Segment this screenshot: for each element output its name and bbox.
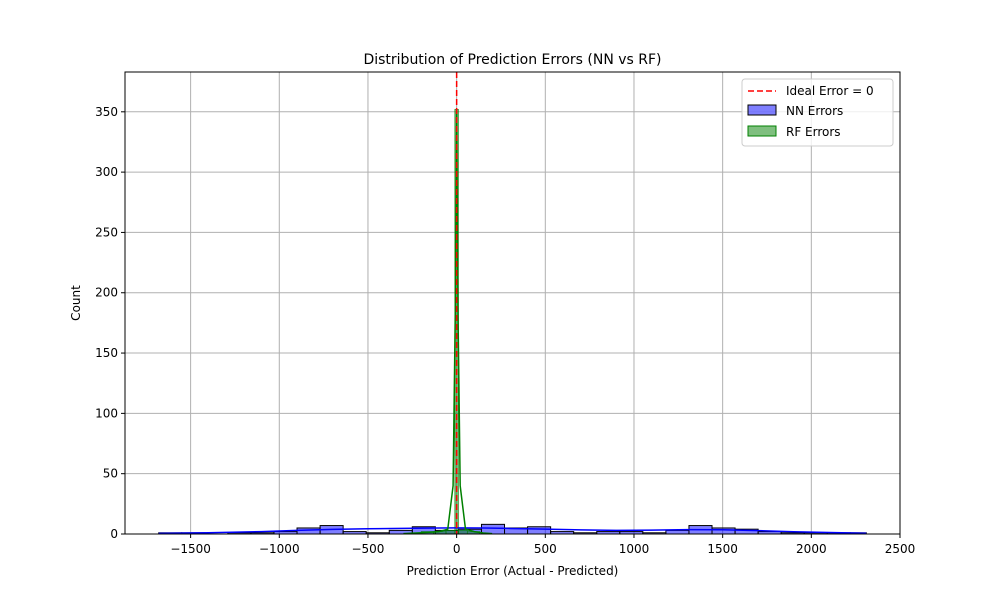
histogram-bar (711, 527, 736, 535)
x-tick-label: 500 (534, 542, 557, 556)
y-tick-label: 200 (95, 286, 118, 300)
x-tick-label: −1500 (170, 542, 211, 556)
histogram-bars (158, 109, 867, 535)
y-tick-label: 100 (95, 406, 118, 420)
y-tick-label: 0 (110, 527, 118, 541)
y-axis-label: Count (69, 285, 83, 321)
x-axis-label: Prediction Error (Actual - Predicted) (407, 564, 619, 578)
y-tick-label: 300 (95, 165, 118, 179)
legend: Ideal Error = 0 NN Errors RF Errors (741, 78, 894, 147)
y-tick-label: 150 (95, 346, 118, 360)
x-tick-label: −500 (351, 542, 384, 556)
legend-label-nn: NN Errors (786, 104, 843, 118)
x-tick-label: 1000 (619, 542, 650, 556)
histogram-bar (458, 530, 468, 535)
legend-label-rf: RF Errors (786, 125, 841, 139)
kde-curve-nn (158, 527, 867, 535)
x-tick-label: 1500 (707, 542, 738, 556)
chart-title: Distribution of Prediction Errors (NN vs… (363, 52, 661, 68)
x-tick-label: 2000 (796, 542, 827, 556)
axis-ticks: −1500 −1000 −500 0 500 1000 1500 2000 2500 0 50 100… (95, 105, 915, 556)
grid (125, 72, 901, 535)
series-bars-rf (410, 109, 480, 535)
kde-curve-rf (403, 111, 493, 535)
legend-swatch (747, 125, 777, 137)
plot-frame (124, 71, 901, 535)
x-tick-label: 2500 (885, 542, 916, 556)
y-tick-label: 350 (95, 105, 118, 119)
legend-box (741, 78, 894, 147)
x-tick-label: −1000 (259, 542, 300, 556)
histogram-bar (665, 529, 690, 535)
x-tick-label: 0 (453, 542, 461, 556)
y-tick-label: 50 (103, 467, 118, 481)
histogram-bar (527, 526, 552, 535)
y-tick-label: 250 (95, 225, 118, 239)
legend-swatch (747, 104, 777, 116)
legend-label-ideal: Ideal Error = 0 (786, 84, 874, 98)
histogram-bar (445, 530, 456, 535)
density-curves (158, 111, 867, 535)
